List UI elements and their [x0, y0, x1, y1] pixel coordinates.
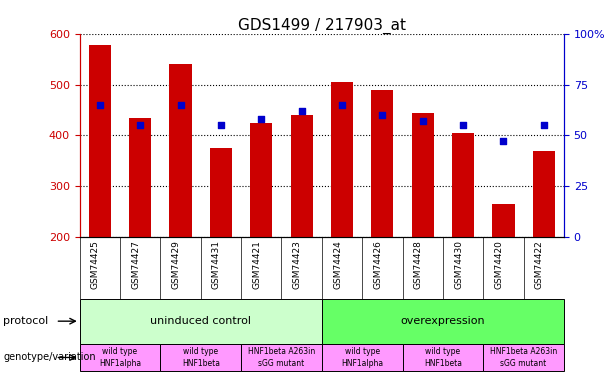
Text: GSM74424: GSM74424: [333, 240, 342, 289]
Bar: [169, 64, 192, 237]
Point: [378, 112, 387, 118]
Bar: [80, 344, 161, 371]
Bar: [89, 45, 111, 237]
Text: HNF1beta A263in
sGG mutant: HNF1beta A263in sGG mutant: [248, 347, 315, 368]
Text: overexpression: overexpression: [400, 316, 485, 326]
Text: GSM74423: GSM74423: [292, 240, 302, 289]
Text: GSM74421: GSM74421: [253, 240, 261, 289]
Text: wild type
HNF1beta: wild type HNF1beta: [182, 347, 219, 368]
Bar: [129, 118, 151, 237]
Point: [458, 122, 468, 128]
Text: wild type
HNF1beta: wild type HNF1beta: [424, 347, 462, 368]
Text: GSM74425: GSM74425: [91, 240, 100, 289]
Bar: [452, 133, 474, 237]
Text: GSM74422: GSM74422: [535, 240, 544, 289]
Point: [135, 122, 145, 128]
Text: GSM74429: GSM74429: [172, 240, 181, 289]
Text: uninduced control: uninduced control: [150, 316, 251, 326]
Bar: [411, 112, 434, 237]
Point: [216, 122, 226, 128]
Text: GSM74420: GSM74420: [495, 240, 503, 289]
Point: [256, 116, 266, 122]
Point: [297, 108, 306, 114]
Bar: [483, 344, 564, 371]
Text: wild type
HNF1alpha: wild type HNF1alpha: [99, 347, 141, 368]
Bar: [322, 344, 403, 371]
Text: protocol: protocol: [3, 316, 48, 326]
Text: HNF1beta A263in
sGG mutant: HNF1beta A263in sGG mutant: [490, 347, 557, 368]
Point: [418, 118, 428, 124]
Bar: [322, 298, 564, 344]
Title: GDS1499 / 217903_at: GDS1499 / 217903_at: [238, 18, 406, 34]
Bar: [210, 148, 232, 237]
Text: GSM74428: GSM74428: [414, 240, 423, 289]
Bar: [241, 344, 322, 371]
Bar: [161, 344, 241, 371]
Text: genotype/variation: genotype/variation: [3, 352, 96, 363]
Text: wild type
HNF1alpha: wild type HNF1alpha: [341, 347, 383, 368]
Bar: [331, 82, 353, 237]
Text: GSM74431: GSM74431: [212, 240, 221, 289]
Point: [498, 138, 508, 144]
Text: GSM74426: GSM74426: [373, 240, 383, 289]
Text: GSM74427: GSM74427: [131, 240, 140, 289]
Point: [539, 122, 549, 128]
Point: [176, 102, 186, 108]
Bar: [371, 90, 394, 237]
Point: [337, 102, 347, 108]
Bar: [80, 298, 322, 344]
Bar: [533, 151, 555, 237]
Bar: [492, 204, 514, 237]
Bar: [291, 115, 313, 237]
Bar: [250, 123, 272, 237]
Point: [95, 102, 105, 108]
Text: GSM74430: GSM74430: [454, 240, 463, 289]
Bar: [403, 344, 483, 371]
